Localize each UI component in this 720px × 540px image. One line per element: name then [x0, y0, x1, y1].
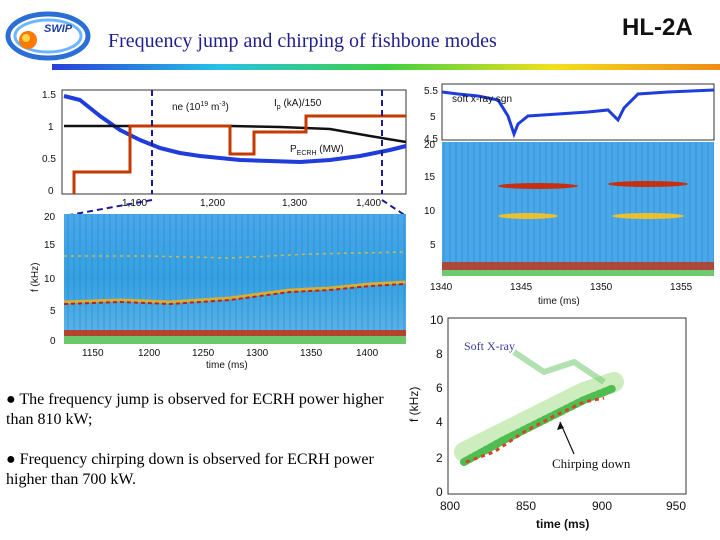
y-tick: 5 [50, 306, 56, 317]
right-top-panel: soft x-ray sgn 5.5 5 4.5 20 15 10 5 1340… [424, 83, 715, 307]
soft-xray-trace [441, 88, 715, 139]
ip-label: Ip (kA)/150 [274, 98, 322, 111]
x-tick: 1400 [356, 348, 379, 359]
y-tick: 5.5 [424, 86, 438, 97]
ecrh-label: PECRH (MW) [290, 144, 344, 157]
y-tick: 1 [48, 122, 54, 133]
y-tick: 2 [436, 451, 443, 465]
x-axis-label: time (ms) [206, 360, 248, 371]
y-tick: 10 [424, 206, 436, 217]
y-tick: 1.5 [42, 90, 56, 101]
x-tick: 900 [592, 499, 612, 513]
x-tick: 1345 [510, 282, 533, 293]
bullet-frequency-chirping: ● Frequency chirping down is observed fo… [6, 451, 374, 488]
x-tick: 1,400 [356, 198, 381, 209]
y-tick: 6 [436, 381, 443, 395]
swip-logo: SWIP [5, 11, 91, 61]
x-axis-label: time (ms) [538, 296, 580, 307]
density-trace [63, 94, 407, 164]
zoom-arrows [63, 199, 407, 217]
x-tick: 1200 [138, 348, 161, 359]
y-tick-labels: 20 15 10 5 [424, 140, 436, 251]
soft-xray-annotation: Soft X-ray [464, 339, 515, 353]
ecrh-trace [72, 114, 406, 194]
y-tick: 5 [430, 112, 436, 123]
page-title: Frequency jump and chirping of fishbone … [108, 30, 497, 52]
y-tick-labels: 10 8 6 4 2 0 [430, 313, 444, 499]
signal-y-ticks: 5.5 5 4.5 [424, 86, 438, 145]
x-tick-labels: 1340 1345 1350 1355 [430, 282, 693, 293]
x-tick: 1355 [670, 282, 693, 293]
y-tick: 0.5 [42, 154, 56, 165]
x-tick: 1340 [430, 282, 453, 293]
x-tick: 800 [440, 499, 460, 513]
header-gradient-bar [52, 64, 720, 70]
x-tick-labels: 800 850 900 950 [440, 499, 686, 513]
spectrogram-left: 20 15 10 5 0 f (kHz) 1150 1200 1250 1300… [30, 212, 407, 371]
x-tick: 1,200 [200, 198, 225, 209]
x-axis-label: time (ms) [536, 517, 589, 531]
x-tick: 1150 [82, 348, 104, 359]
ne-label: ne (1019 m-3) [172, 101, 229, 113]
logo-text: SWIP [44, 23, 73, 35]
y-tick: 5 [430, 240, 436, 251]
y-tick: 10 [430, 313, 444, 327]
x-tick: 1,300 [282, 198, 307, 209]
x-tick: 1250 [192, 348, 215, 359]
x-tick: 1300 [246, 348, 269, 359]
y-tick: 0 [436, 485, 443, 499]
y-axis-label: f (kHz) [407, 387, 421, 422]
y-tick: 0 [50, 336, 56, 347]
time-traces-panel: 1.5 1 0.5 0 ne (1019 m-3) Ip (kA)/150 PE… [42, 89, 407, 209]
signal-label: soft x-ray sgn [452, 94, 512, 105]
y-tick: 8 [436, 347, 443, 361]
y-tick: 15 [44, 240, 56, 251]
x-tick: 1,100 [122, 198, 147, 209]
y-tick: 10 [44, 274, 56, 285]
chirping-panel: Soft X-ray Chirping down 10 8 6 4 2 0 f … [407, 313, 687, 531]
x-tick: 950 [666, 499, 686, 513]
y-tick: 0 [48, 186, 54, 197]
x-tick: 1350 [590, 282, 613, 293]
y-tick: 20 [44, 212, 56, 223]
x-tick: 1350 [300, 348, 323, 359]
y-tick-labels: 20 15 10 5 0 [44, 212, 56, 347]
y-tick-labels: 1.5 1 0.5 0 [42, 90, 56, 197]
y-tick: 4 [436, 415, 443, 429]
y-tick: 4.5 [424, 134, 438, 145]
bullet-frequency-jump: ● The frequency jump is observed for ECR… [6, 391, 384, 428]
y-tick: 15 [424, 172, 436, 183]
x-tick-labels: 1150 1200 1250 1300 1350 1400 [82, 348, 379, 359]
x-tick-labels: 1,100 1,200 1,300 1,400 [122, 198, 381, 209]
chirping-annotation: Chirping down [552, 456, 631, 471]
x-tick: 850 [516, 499, 536, 513]
y-axis-label: f (kHz) [30, 263, 41, 292]
y-tick: 20 [424, 140, 436, 151]
device-tag: HL-2A [622, 14, 693, 41]
